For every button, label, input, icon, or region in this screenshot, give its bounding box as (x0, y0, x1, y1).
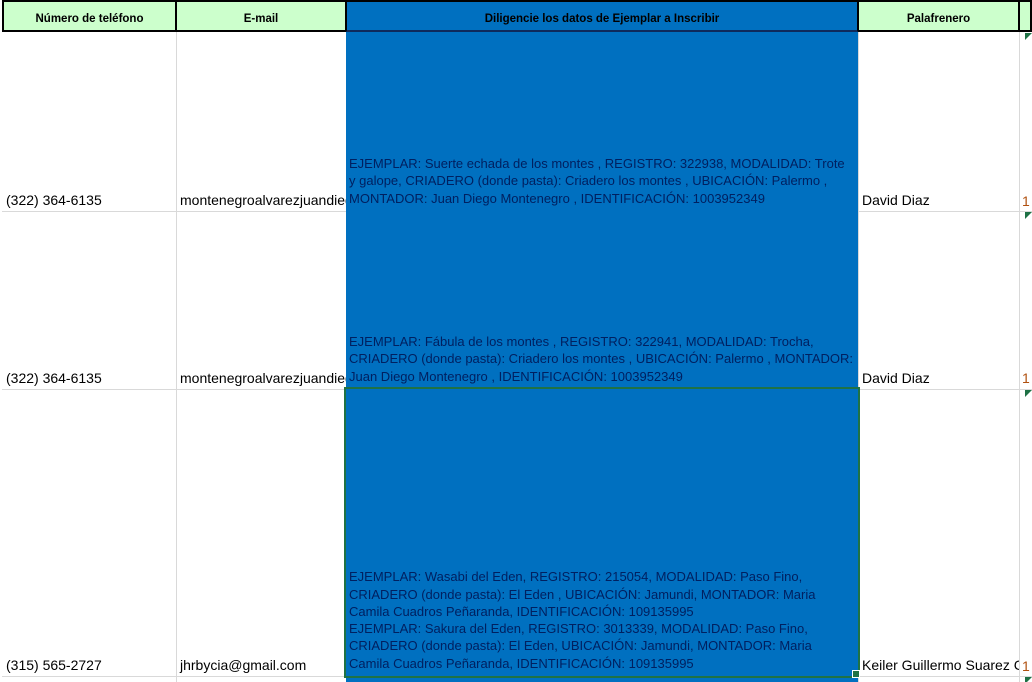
gridline-vertical (858, 32, 859, 682)
error-indicator-icon (1025, 33, 1032, 40)
overflow-text-fragment-row1: 1 (1022, 193, 1030, 209)
overflow-text-fragment-row2: 1 (1022, 370, 1030, 386)
gridline-vertical (176, 32, 177, 682)
cell-email-row2[interactable]: montenegroalvarezjuandiego (180, 370, 346, 386)
column-header-ejemplar[interactable]: Diligencie los datos de Ejemplar a Inscr… (346, 0, 858, 32)
cell-palafrenero-row3[interactable]: Keiler Guillermo Suarez Catañ (862, 657, 1019, 673)
cell-email-row1[interactable]: montenegroalvarezjuandiego (180, 192, 346, 208)
cell-phone-row2[interactable]: (322) 364-6135 (6, 370, 102, 386)
error-indicator-icon (1025, 390, 1032, 397)
cell-phone-row1[interactable]: (322) 364-6135 (6, 192, 102, 208)
error-indicator-icon (1025, 677, 1032, 682)
cell-ejemplar-row2[interactable]: EJEMPLAR: Fábula de los montes , REGISTR… (346, 211, 858, 389)
column-header-palafrenero[interactable]: Palafrenero (858, 0, 1019, 32)
cell-palafrenero-row1[interactable]: David Diaz (862, 192, 930, 208)
fill-handle[interactable] (852, 670, 860, 678)
column-header-telefono[interactable]: Número de teléfono (2, 0, 176, 32)
column-header-extra[interactable] (1019, 0, 1032, 32)
cell-ejemplar-row1[interactable]: EJEMPLAR: Suerte echada de los montes , … (346, 32, 858, 211)
cell-ejemplar-row3-selected[interactable]: EJEMPLAR: Wasabi del Eden, REGISTRO: 215… (346, 389, 858, 676)
cell-email-row3[interactable]: jhrbycia@gmail.com (180, 657, 307, 673)
cell-phone-row3[interactable]: (315) 565-2727 (6, 657, 102, 673)
cell-ejemplar-row4-partial[interactable] (346, 676, 858, 682)
cell-palafrenero-row2[interactable]: David Diaz (862, 370, 930, 386)
overflow-text-fragment-row3: 1 (1022, 658, 1030, 674)
error-indicator-icon (1025, 212, 1032, 219)
gridline-vertical (1019, 32, 1020, 682)
column-header-email[interactable]: E-mail (176, 0, 346, 32)
